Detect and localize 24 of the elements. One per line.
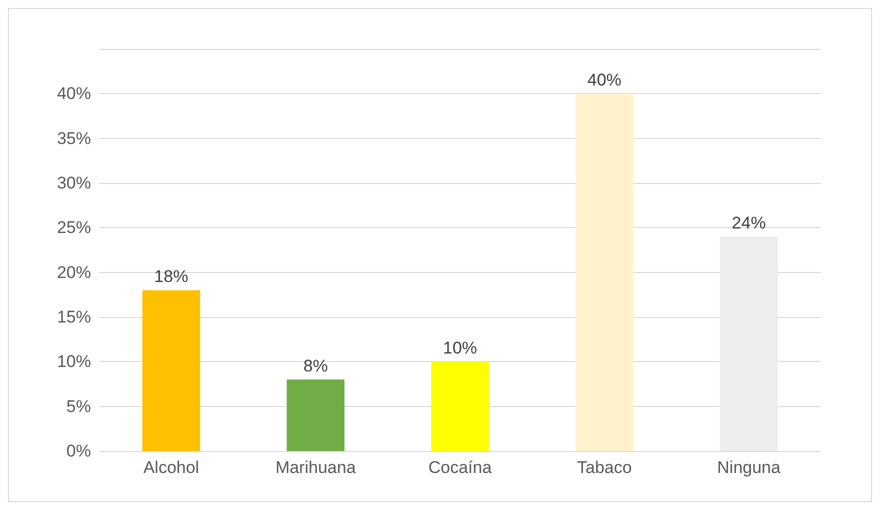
x-tick-label: Marihuana xyxy=(275,458,356,477)
y-tick-label: 20% xyxy=(56,262,91,282)
x-tick-label: Alcohol xyxy=(143,458,200,477)
data-label: 40% xyxy=(587,70,622,90)
bar xyxy=(286,380,344,451)
bar xyxy=(720,236,778,451)
x-tick-label: Ninguna xyxy=(717,458,782,477)
y-tick-label: 5% xyxy=(66,396,91,416)
x-tick-label: Cocaína xyxy=(428,458,492,477)
data-label: 8% xyxy=(303,356,328,376)
y-tick-label: 0% xyxy=(66,442,91,460)
y-tick-label: 30% xyxy=(56,174,91,192)
y-tick-label: 35% xyxy=(56,128,91,148)
y-tick-label: 15% xyxy=(56,308,91,326)
bar xyxy=(431,362,489,451)
y-tick-label: 40% xyxy=(56,84,91,104)
x-tick-label: Tabaco xyxy=(576,458,632,477)
y-tick-label: 25% xyxy=(56,218,91,238)
bar xyxy=(142,290,200,451)
data-label: 18% xyxy=(154,267,188,286)
data-label: 24% xyxy=(732,214,766,233)
data-label: 10% xyxy=(442,338,478,358)
bar xyxy=(576,94,634,451)
y-tick-label: 10% xyxy=(56,352,91,372)
